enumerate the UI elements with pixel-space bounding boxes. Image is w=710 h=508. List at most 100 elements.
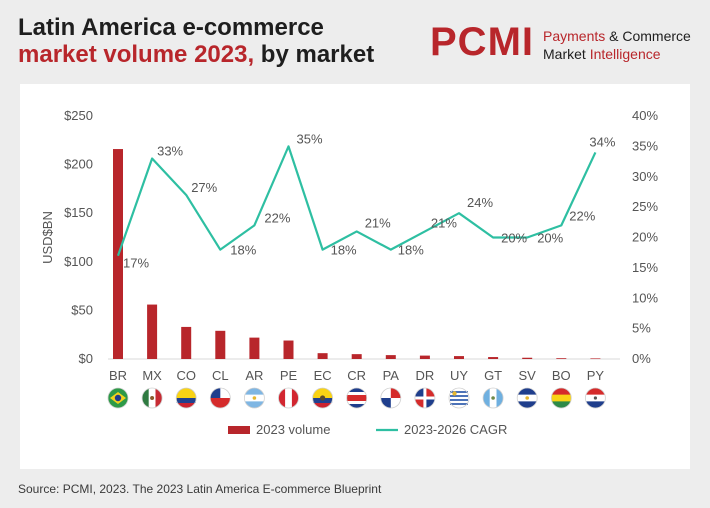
flag-ring [346,387,368,409]
title-line-2-red: market volume 2023, [18,41,255,68]
flag-part [586,401,605,408]
bar-cr [351,354,362,359]
cagr-label-pe: 35% [297,131,323,146]
tagline-commerce: & Commerce [605,28,691,44]
cagr-label-br: 17% [123,256,149,271]
y2-tick-label: 10% [632,290,658,305]
title-line-1: Latin America e-commerce [18,14,324,41]
chart-panel: $0 $50 $100 $150 $200 $250 0% 5% 10% 15% 20% 25% 30%… [20,84,690,469]
cagr-label-mx: 33% [157,144,183,159]
flag-part [593,396,597,400]
bar-mx [147,304,158,359]
flag-ring [141,387,163,409]
x-tick-label: BR [109,368,127,383]
uruguay-flag-icon [448,387,470,409]
x-tick-label: CL [212,368,229,383]
paraguay-flag-icon [585,387,606,409]
flag-part [450,399,468,401]
flag-part [252,396,257,400]
y2-tick-label: 0% [632,351,651,366]
title-line-2-dark: by market [254,41,375,68]
bolivia-flag-icon [550,387,572,409]
cagr-label-cr: 21% [365,215,391,230]
flag-part [320,395,326,401]
legend-volume-label: 2023 volume [256,422,330,437]
x-tick-label: PE [280,368,298,383]
y-tick-label: $0 [79,351,93,366]
x-tick-label: MX [142,368,162,383]
flag-part [150,396,155,400]
flag-part [551,388,571,395]
flag-ring [209,387,231,409]
flag-ring [516,387,538,409]
flag-part [380,398,391,408]
peru-flag-icon [278,387,299,409]
y-tick-label: $150 [64,205,93,220]
cagr-label-sv: 20% [537,231,563,246]
y-tick-label: $250 [64,108,93,123]
y2-tick-label: 30% [632,169,658,184]
y2-tick-label: 20% [632,230,658,245]
flag-part [114,394,122,402]
bar-dr [419,355,430,359]
flag-part [414,398,425,408]
flag-ring [312,387,334,409]
y2-tick-label: 5% [632,321,651,336]
flag-part [414,396,435,400]
bar-bo [556,358,567,359]
cagr-label-uy: 24% [467,195,493,210]
dominican-republic-flag-icon [414,387,436,409]
cagr-line [116,145,597,257]
flag-part [483,388,490,408]
cagr-label-bo: 22% [569,208,595,223]
y-tick-label: $100 [64,254,93,269]
flag-ring [585,387,606,409]
pcmi-logo: PCMI [430,20,534,64]
tagline-payments: Payments [543,28,606,44]
cagr-label-ec: 18% [331,243,357,258]
bar-cl [215,330,226,359]
flag-part [517,388,537,395]
y2-tick-label: 35% [632,138,658,153]
flag-part [517,401,537,408]
ecuador-flag-icon [312,387,334,409]
x-tick-label: AR [245,368,263,383]
flag-part [496,388,504,408]
x-tick-label: GT [484,368,502,383]
bar-gt [488,357,499,359]
x-tick-label: UY [450,368,468,383]
bar-pe [283,340,294,359]
bar-pa [385,355,396,359]
x-tick-label: CR [347,368,366,383]
cagr-label-py: 34% [589,134,615,149]
flag-part [424,388,435,398]
x-tick-label: EC [314,368,332,383]
flag-ring [380,387,402,409]
flag-part [176,398,196,403]
tagline-intelligence: Intelligence [589,46,661,62]
x-tick-label: PA [383,368,400,383]
flag-part [551,401,571,408]
bar-co [181,326,192,359]
flag-part [450,395,468,397]
flag-ring [175,387,197,409]
x-tick-label: PY [587,368,605,383]
guatemala-flag-icon [482,387,504,409]
y-tick-label: $50 [71,302,93,317]
flag-part [525,396,529,400]
legend-bar-swatch [228,426,250,434]
brazil-flag-icon [107,387,129,409]
y-tick-label: $200 [64,157,93,172]
source-note: Source: PCMI, 2023. The 2023 Latin Ameri… [18,482,382,496]
flag-part [245,401,264,408]
flag-part [142,388,149,408]
flag-part [210,388,221,398]
el-salvador-flag-icon [516,387,538,409]
flag-ring [448,387,470,409]
costa-rica-flag-icon [346,387,368,409]
flag-part [452,391,457,396]
tagline-market: Market [543,46,590,62]
argentina-flag-icon [243,387,265,409]
x-tick-label: DR [416,368,435,383]
bar-uy [454,356,464,359]
